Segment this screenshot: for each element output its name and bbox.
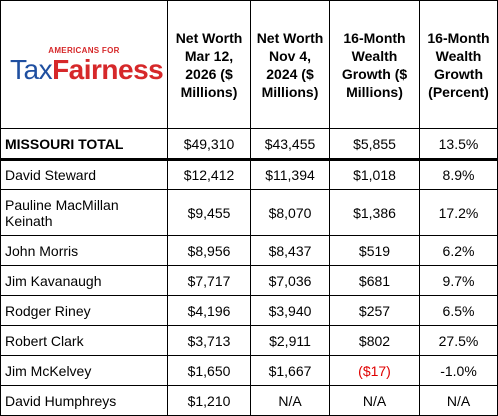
person-name: John Morris bbox=[0, 235, 168, 266]
net-worth-2026: $9,455 bbox=[167, 189, 251, 236]
header-growth-percent: 16-Month Wealth Growth (Percent) bbox=[419, 0, 498, 129]
growth-percent: 6.5% bbox=[419, 295, 498, 326]
total-net-worth-2024: $43,455 bbox=[250, 128, 330, 160]
net-worth-2026: $4,196 bbox=[167, 295, 251, 326]
net-worth-2026: $1,650 bbox=[167, 355, 251, 386]
net-worth-2024: $7,036 bbox=[250, 265, 330, 296]
person-name: Pauline MacMillan Keinath bbox=[0, 189, 168, 236]
header-net-worth-2026: Net Worth Mar 12, 2026 ($ Millions) bbox=[167, 0, 251, 129]
person-name: Rodger Riney bbox=[0, 295, 168, 326]
americans-for-tax-fairness-logo: AMERICANS FOR TaxFairness bbox=[10, 45, 164, 85]
net-worth-2024: N/A bbox=[250, 385, 330, 416]
growth-millions: $519 bbox=[329, 235, 420, 266]
growth-millions: $257 bbox=[329, 295, 420, 326]
person-name: David Steward bbox=[0, 159, 168, 190]
table-row: David Humphreys $1,210 N/A N/A N/A bbox=[0, 385, 498, 416]
table-row: Jim Kavanaugh $7,717 $7,036 $681 9.7% bbox=[0, 265, 498, 296]
logo-word-tax: Tax bbox=[10, 53, 53, 85]
growth-millions-negative: ($17) bbox=[329, 355, 420, 386]
logo-tagline: AMERICANS FOR bbox=[48, 45, 120, 55]
net-worth-2024: $1,667 bbox=[250, 355, 330, 386]
person-name: Jim McKelvey bbox=[0, 355, 168, 386]
header-net-worth-2024: Net Worth Nov 4, 2024 ($ Millions) bbox=[250, 0, 330, 129]
logo-word-fairness: Fairness bbox=[52, 53, 164, 85]
header-growth-millions: 16-Month Wealth Growth ($ Millions) bbox=[329, 0, 420, 129]
growth-percent: 8.9% bbox=[419, 159, 498, 190]
table-row: Robert Clark $3,713 $2,911 $802 27.5% bbox=[0, 325, 498, 356]
table-row: Pauline MacMillan Keinath $9,455 $8,070 … bbox=[0, 189, 498, 236]
growth-percent: 27.5% bbox=[419, 325, 498, 356]
growth-millions: $1,386 bbox=[329, 189, 420, 236]
net-worth-2024: $8,437 bbox=[250, 235, 330, 266]
growth-millions: N/A bbox=[329, 385, 420, 416]
total-growth-millions: $5,855 bbox=[329, 128, 420, 160]
person-name: Robert Clark bbox=[0, 325, 168, 356]
logo-cell: AMERICANS FOR TaxFairness bbox=[0, 0, 168, 129]
growth-percent: N/A bbox=[419, 385, 498, 416]
net-worth-2026: $7,717 bbox=[167, 265, 251, 296]
net-worth-2026: $1,210 bbox=[167, 385, 251, 416]
person-name: David Humphreys bbox=[0, 385, 168, 416]
growth-millions: $802 bbox=[329, 325, 420, 356]
total-row: MISSOURI TOTAL $49,310 $43,455 $5,855 13… bbox=[0, 128, 498, 160]
table-row: Jim McKelvey $1,650 $1,667 ($17) -1.0% bbox=[0, 355, 498, 386]
growth-percent: 6.2% bbox=[419, 235, 498, 266]
person-name: Jim Kavanaugh bbox=[0, 265, 168, 296]
growth-millions: $1,018 bbox=[329, 159, 420, 190]
header-row: AMERICANS FOR TaxFairness Net Worth Mar … bbox=[0, 0, 498, 129]
table-row: John Morris $8,956 $8,437 $519 6.2% bbox=[0, 235, 498, 266]
growth-percent: 17.2% bbox=[419, 189, 498, 236]
net-worth-2024: $8,070 bbox=[250, 189, 330, 236]
total-label: MISSOURI TOTAL bbox=[0, 128, 168, 160]
net-worth-2024: $3,940 bbox=[250, 295, 330, 326]
growth-percent: 9.7% bbox=[419, 265, 498, 296]
total-growth-percent: 13.5% bbox=[419, 128, 498, 160]
net-worth-2026: $3,713 bbox=[167, 325, 251, 356]
table-row: David Steward $12,412 $11,394 $1,018 8.9… bbox=[0, 159, 498, 190]
table-row: Rodger Riney $4,196 $3,940 $257 6.5% bbox=[0, 295, 498, 326]
growth-millions: $681 bbox=[329, 265, 420, 296]
net-worth-2024: $2,911 bbox=[250, 325, 330, 356]
total-net-worth-2026: $49,310 bbox=[167, 128, 251, 160]
logo-wordmark: TaxFairness bbox=[10, 53, 164, 85]
net-worth-2024: $11,394 bbox=[250, 159, 330, 190]
net-worth-2026: $8,956 bbox=[167, 235, 251, 266]
growth-percent: -1.0% bbox=[419, 355, 498, 386]
net-worth-2026: $12,412 bbox=[167, 159, 251, 190]
